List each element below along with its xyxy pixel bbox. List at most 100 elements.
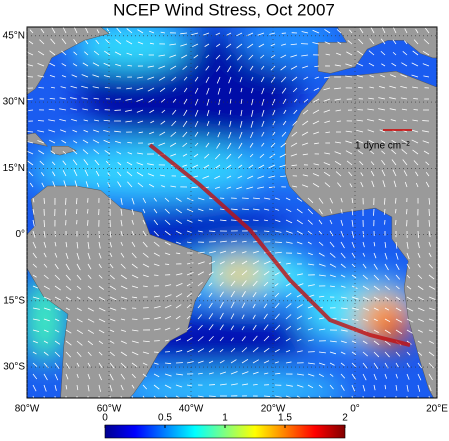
wind-arrow [219, 250, 227, 254]
wind-arrow [98, 296, 106, 301]
wind-arrow [381, 159, 386, 166]
wind-arrow [215, 54, 221, 60]
wind-arrow [225, 43, 232, 48]
wind-arrow [362, 351, 368, 357]
wind-arrow [126, 87, 133, 90]
x-tick-label: 20°E [426, 404, 448, 415]
wind-arrow [307, 339, 315, 342]
wind-arrow [282, 120, 287, 126]
wind-arrow [340, 263, 346, 268]
wind-arrow [230, 270, 236, 276]
wind-arrow [37, 140, 45, 144]
wind-arrow [87, 263, 92, 270]
wind-arrow [415, 171, 419, 177]
wind-arrow [230, 337, 234, 342]
wind-arrow [194, 120, 199, 127]
wind-arrow [136, 162, 144, 166]
wind-arrow [312, 120, 320, 125]
wind-arrow [219, 312, 224, 320]
wind-arrow [236, 186, 243, 190]
land-area [27, 27, 110, 96]
wind-arrow [98, 373, 102, 381]
wind-arrow [93, 50, 100, 56]
wind-arrow [158, 54, 166, 57]
wind-arrow [340, 230, 344, 238]
wind-arrow [241, 219, 249, 221]
wind-arrow [87, 252, 91, 260]
wind-arrow [340, 285, 346, 288]
wind-arrow [257, 175, 265, 179]
wind-arrow [197, 230, 203, 233]
wind-arrow [131, 351, 139, 356]
wind-arrow [65, 285, 72, 291]
wind-arrow [370, 170, 375, 177]
wind-arrow [93, 119, 100, 122]
wind-arrow [131, 263, 138, 269]
wind-arrow [274, 272, 280, 276]
wind-arrow [406, 296, 413, 301]
wind-arrow [369, 86, 375, 89]
wind-arrow [259, 153, 265, 158]
wind-arrow [158, 76, 166, 81]
wind-arrow [72, 159, 78, 166]
wind-arrow [307, 395, 312, 398]
wind-arrow [334, 64, 342, 67]
wind-arrow [252, 280, 258, 287]
wind-arrow [318, 295, 325, 298]
wind-arrow [413, 98, 419, 100]
wind-arrow [131, 395, 134, 398]
wind-arrow [164, 304, 172, 309]
wind-arrow [61, 50, 67, 56]
wind-arrow [148, 98, 155, 103]
wind-arrow [302, 65, 309, 69]
wind-arrow [351, 263, 356, 268]
wind-arrow [247, 175, 254, 179]
wind-arrow [373, 373, 377, 381]
wind-arrow [54, 362, 60, 369]
wind-arrow [61, 140, 67, 144]
wind-arrow [32, 329, 40, 332]
wind-arrow [153, 263, 160, 267]
wind-arrow [142, 208, 146, 214]
wind-arrow [329, 285, 335, 288]
wind-arrow [428, 318, 434, 321]
wind-arrow [389, 108, 397, 111]
wind-arrow [336, 120, 342, 122]
wind-arrow [329, 263, 337, 268]
wind-arrow [109, 395, 111, 398]
wind-arrow [164, 219, 171, 225]
wind-arrow [208, 302, 213, 309]
wind-arrow [422, 140, 430, 144]
wind-arrow [356, 129, 364, 133]
wind-arrow [175, 208, 182, 214]
wind-arrow [153, 197, 157, 202]
wind-arrow [197, 324, 203, 331]
wind-arrow [241, 208, 250, 211]
y-tick-label: 0° [15, 229, 25, 240]
wind-arrow [62, 27, 67, 34]
wind-arrow [384, 318, 391, 323]
wind-arrow [183, 109, 188, 117]
wind-arrow [249, 65, 254, 71]
wind-arrow [373, 307, 379, 311]
wind-arrow [248, 54, 254, 60]
wind-arrow [76, 197, 78, 205]
wind-arrow [340, 373, 346, 379]
wind-arrow [170, 153, 177, 157]
wind-arrow [72, 129, 78, 133]
wind-arrow [318, 317, 325, 320]
wind-arrow [164, 315, 172, 320]
wind-arrow [32, 340, 39, 344]
wind-arrow [82, 108, 89, 111]
wind-arrow [142, 340, 150, 343]
wind-arrow [340, 219, 344, 226]
wind-arrow [380, 38, 386, 45]
wind-arrow [41, 182, 45, 188]
wind-arrow [84, 169, 89, 177]
wind-arrow [230, 208, 238, 211]
wind-arrow [114, 140, 122, 144]
track [148, 143, 411, 347]
wind-arrow [422, 130, 430, 133]
wind-arrow [230, 301, 235, 309]
wind-arrow [43, 230, 46, 238]
